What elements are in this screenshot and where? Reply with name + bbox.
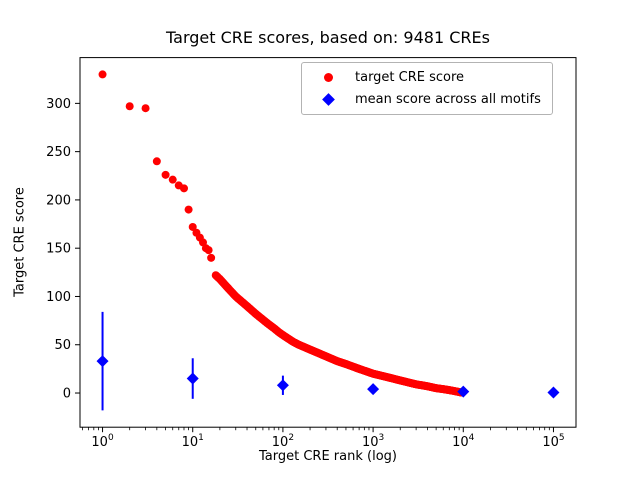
red-point [125,102,134,111]
blue-diamond-point [276,379,289,392]
legend-entry-mean-score: mean score across all motifs [313,92,541,107]
y-tick-label: 300 [46,97,71,112]
y-axis-label: Target CRE score [12,187,28,297]
blue-diamond-point [457,385,470,398]
legend-label: target CRE score [355,70,465,85]
y-tick-label: 200 [46,193,71,208]
legend-label: mean score across all motifs [355,92,541,107]
red-point [184,205,193,214]
blue-diamond-point [186,372,199,385]
x-tick-label: 102 [272,433,294,450]
red-point [168,175,177,184]
x-tick-label: 103 [362,433,384,450]
red-point [188,222,197,231]
red-circle-icon [313,73,343,82]
x-tick-label: 100 [91,433,114,450]
y-tick-label: 0 [63,387,71,402]
blue-diamond-icon [313,93,343,106]
x-axis-label: Target CRE rank (log) [259,449,397,464]
y-tick-label: 150 [46,242,71,257]
y-tick-label: 100 [46,290,71,305]
legend-entry-target-score: target CRE score [313,70,541,85]
blue-diamond-point [96,355,109,368]
red-point [207,253,216,262]
x-tick-label: 105 [542,433,564,450]
red-point [204,246,213,255]
red-point [179,184,188,193]
x-tick-label: 101 [182,433,204,450]
x-tick-label: 104 [452,433,475,450]
red-point [141,104,150,113]
blue-diamond-point [547,386,560,399]
plot-frame [79,57,577,428]
red-point [152,157,161,166]
chart-title: Target CRE scores, based on: 9481 CREs [166,28,490,47]
red-point [161,170,170,179]
y-tick-label: 250 [46,145,71,160]
y-tick-label: 50 [54,338,71,353]
red-point [98,70,107,79]
blue-diamond-point [367,383,380,396]
legend: target CRE score mean score across all m… [301,62,553,115]
